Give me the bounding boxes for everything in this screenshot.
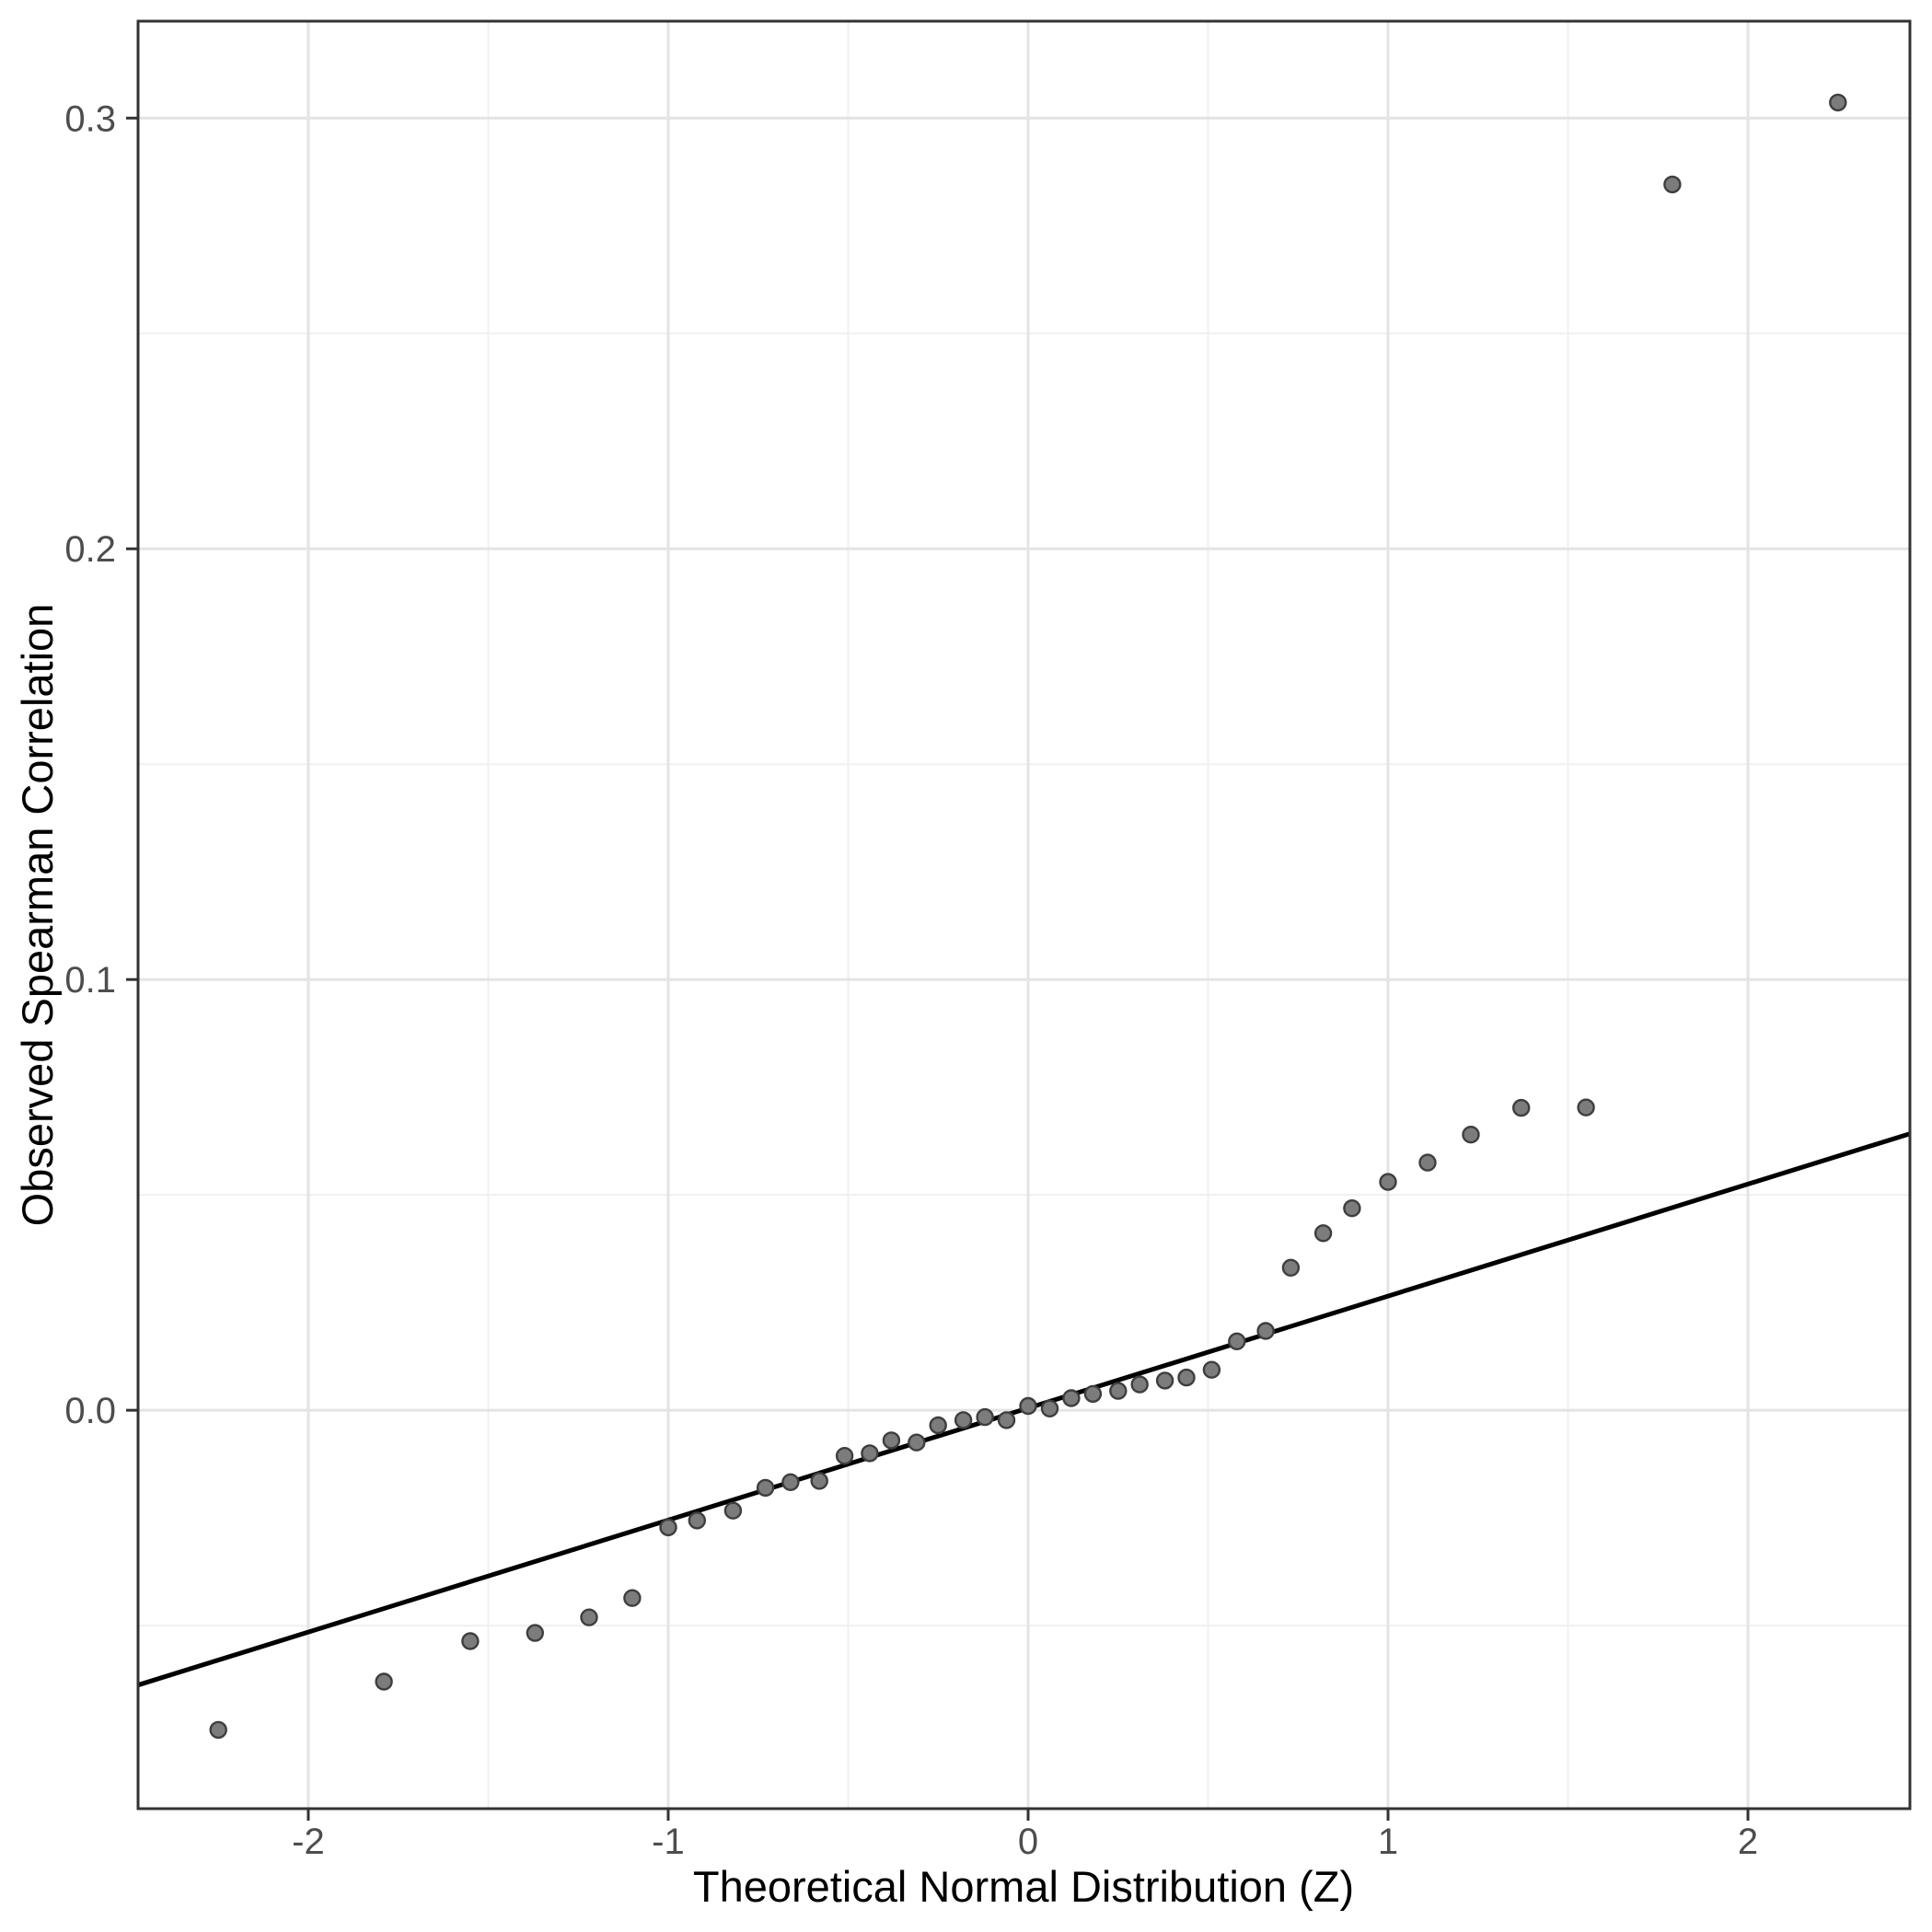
x-tick-label: 0: [1018, 1822, 1038, 1862]
y-axis-title: Observed Spearman Correlation: [13, 604, 62, 1227]
data-point: [954, 1411, 973, 1429]
scatter-points: [209, 93, 1847, 1740]
data-point: [1313, 1224, 1333, 1243]
data-point: [1109, 1382, 1128, 1400]
y-tick-label: 0.2: [64, 529, 116, 570]
data-point: [1577, 1098, 1595, 1116]
data-point: [781, 1473, 800, 1492]
y-axis: 0.0 0.1 0.2 0.3: [64, 98, 138, 1431]
data-point: [997, 1411, 1016, 1429]
data-point: [1228, 1332, 1246, 1351]
x-tick-label: -1: [652, 1822, 685, 1862]
data-point: [375, 1672, 393, 1691]
x-tick-label: -2: [292, 1822, 325, 1862]
x-axis: -2 -1 0 1 2: [292, 1809, 1758, 1862]
data-point: [882, 1431, 901, 1450]
y-tick-label: 0.0: [64, 1391, 116, 1431]
data-point: [1130, 1375, 1149, 1394]
y-tick-label: 0.1: [64, 960, 116, 1001]
data-point: [623, 1589, 642, 1607]
data-point: [1062, 1389, 1081, 1407]
data-point: [1281, 1258, 1301, 1278]
data-point: [659, 1518, 677, 1537]
data-point: [1256, 1322, 1275, 1340]
data-point: [580, 1608, 598, 1626]
data-point: [929, 1416, 947, 1435]
data-point: [1829, 93, 1847, 112]
data-point: [1462, 1125, 1480, 1144]
data-point: [976, 1407, 994, 1427]
data-point: [1418, 1153, 1437, 1172]
x-tick-label: 1: [1378, 1822, 1398, 1862]
data-point: [209, 1720, 227, 1740]
data-point: [1202, 1360, 1221, 1379]
data-point: [688, 1511, 706, 1530]
data-point: [723, 1501, 743, 1520]
data-point: [835, 1446, 854, 1465]
data-point: [526, 1624, 544, 1642]
data-point: [1663, 175, 1682, 194]
panel-background: [138, 21, 1910, 1809]
data-point: [461, 1632, 480, 1650]
data-point: [861, 1444, 879, 1463]
data-point: [908, 1433, 926, 1452]
x-tick-label: 2: [1738, 1822, 1758, 1862]
data-point: [810, 1472, 828, 1490]
data-point: [1083, 1384, 1103, 1404]
data-point: [1343, 1198, 1361, 1218]
gridlines-minor: [138, 21, 1910, 1809]
x-axis-title: Theoretical Normal Distribution (Z): [693, 1862, 1354, 1911]
data-point: [1019, 1396, 1037, 1416]
data-point: [1379, 1173, 1397, 1191]
data-point: [1177, 1368, 1196, 1387]
data-point: [1155, 1371, 1174, 1390]
data-point: [1040, 1399, 1059, 1418]
data-point: [756, 1478, 775, 1498]
y-tick-label: 0.3: [64, 98, 116, 139]
data-point: [1511, 1098, 1531, 1117]
panel-border: [136, 19, 1912, 1811]
